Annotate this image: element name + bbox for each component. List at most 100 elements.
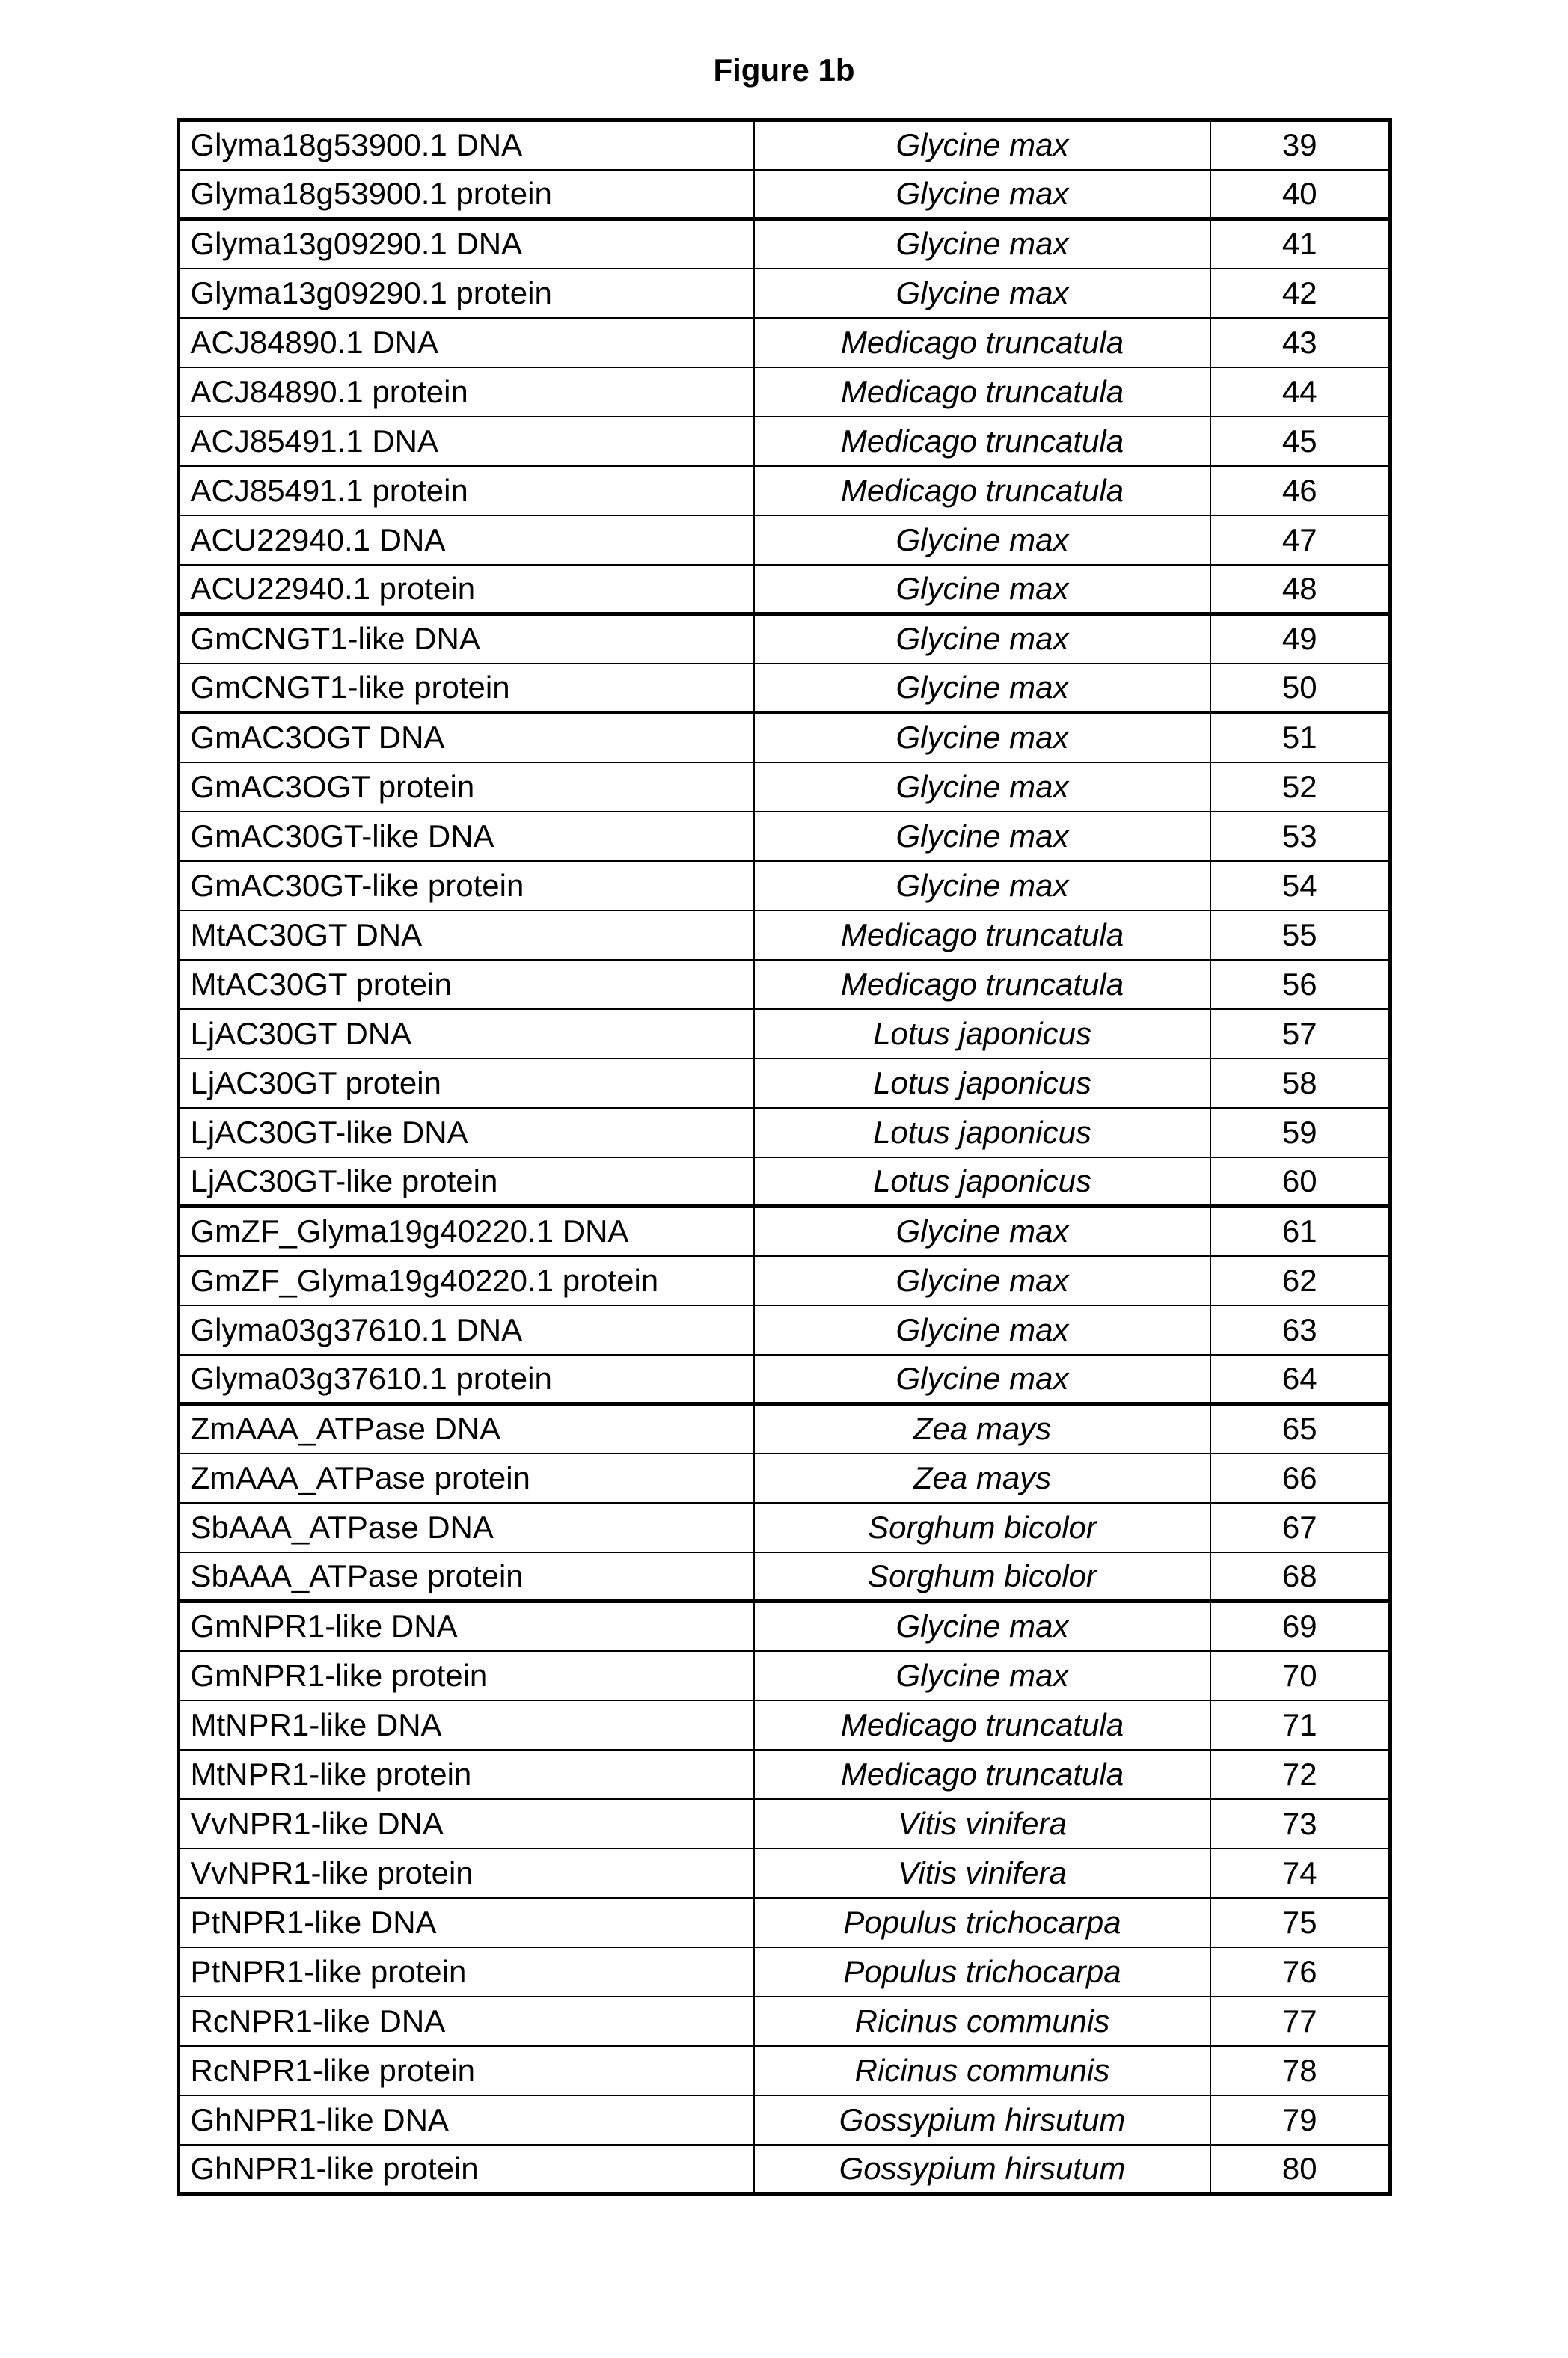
cell-species: Glycine max <box>754 614 1210 664</box>
cell-name: ACJ84890.1 protein <box>178 367 754 417</box>
table-row: SbAAA_ATPase DNASorghum bicolor67 <box>178 1503 1390 1552</box>
table-row: Glyma18g53900.1 DNAGlycine max39 <box>178 120 1390 170</box>
cell-number: 55 <box>1210 910 1390 960</box>
cell-species: Medicago truncatula <box>754 466 1210 515</box>
cell-name: GmNPR1-like protein <box>178 1651 754 1700</box>
cell-number: 44 <box>1210 367 1390 417</box>
cell-species: Ricinus communis <box>754 1997 1210 2046</box>
table-row: GmCNGT1-like DNAGlycine max49 <box>178 614 1390 664</box>
cell-number: 75 <box>1210 1898 1390 1947</box>
cell-species: Medicago truncatula <box>754 910 1210 960</box>
cell-number: 52 <box>1210 762 1390 812</box>
cell-number: 63 <box>1210 1305 1390 1355</box>
cell-species: Populus trichocarpa <box>754 1947 1210 1997</box>
table-row: Glyma03g37610.1 proteinGlycine max64 <box>178 1355 1390 1404</box>
table-row: ZmAAA_ATPase proteinZea mays66 <box>178 1454 1390 1503</box>
table-row: ACU22940.1 proteinGlycine max48 <box>178 565 1390 614</box>
cell-species: Ricinus communis <box>754 2046 1210 2095</box>
cell-species: Glycine max <box>754 1602 1210 1651</box>
table-row: MtAC30GT DNAMedicago truncatula55 <box>178 910 1390 960</box>
cell-species: Gossypium hirsutum <box>754 2095 1210 2145</box>
cell-species: Glycine max <box>754 269 1210 318</box>
table-row: ZmAAA_ATPase DNAZea mays65 <box>178 1404 1390 1454</box>
cell-name: ACU22940.1 protein <box>178 565 754 614</box>
cell-number: 76 <box>1210 1947 1390 1997</box>
cell-number: 70 <box>1210 1651 1390 1700</box>
cell-number: 73 <box>1210 1799 1390 1849</box>
cell-number: 66 <box>1210 1454 1390 1503</box>
table-row: LjAC30GT-like DNALotus japonicus59 <box>178 1108 1390 1157</box>
cell-name: VvNPR1-like protein <box>178 1849 754 1898</box>
cell-name: Glyma03g37610.1 DNA <box>178 1305 754 1355</box>
cell-species: Glycine max <box>754 861 1210 910</box>
cell-name: Glyma18g53900.1 DNA <box>178 120 754 170</box>
cell-name: LjAC30GT-like protein <box>178 1157 754 1207</box>
table-row: LjAC30GT proteinLotus japonicus58 <box>178 1059 1390 1108</box>
table-row: Glyma13g09290.1 proteinGlycine max42 <box>178 269 1390 318</box>
cell-species: Vitis vinifera <box>754 1799 1210 1849</box>
cell-species: Medicago truncatula <box>754 318 1210 367</box>
page: Figure 1b Glyma18g53900.1 DNAGlycine max… <box>0 0 1568 2358</box>
cell-number: 78 <box>1210 2046 1390 2095</box>
cell-number: 65 <box>1210 1404 1390 1454</box>
cell-number: 43 <box>1210 318 1390 367</box>
table-row: ACJ85491.1 DNAMedicago truncatula45 <box>178 417 1390 466</box>
table-row: ACJ84890.1 DNAMedicago truncatula43 <box>178 318 1390 367</box>
cell-species: Medicago truncatula <box>754 417 1210 466</box>
table-row: PtNPR1-like DNAPopulus trichocarpa75 <box>178 1898 1390 1947</box>
table-row: RcNPR1-like DNARicinus communis77 <box>178 1997 1390 2046</box>
cell-name: GhNPR1-like DNA <box>178 2095 754 2145</box>
table-row: GhNPR1-like DNAGossypium hirsutum79 <box>178 2095 1390 2145</box>
table-row: GmNPR1-like DNAGlycine max69 <box>178 1602 1390 1651</box>
cell-number: 62 <box>1210 1256 1390 1305</box>
table-row: RcNPR1-like proteinRicinus communis78 <box>178 2046 1390 2095</box>
cell-name: VvNPR1-like DNA <box>178 1799 754 1849</box>
cell-species: Medicago truncatula <box>754 1700 1210 1750</box>
cell-number: 56 <box>1210 960 1390 1009</box>
cell-species: Glycine max <box>754 1207 1210 1256</box>
cell-species: Lotus japonicus <box>754 1108 1210 1157</box>
cell-species: Glycine max <box>754 1305 1210 1355</box>
cell-name: ZmAAA_ATPase DNA <box>178 1404 754 1454</box>
table-row: VvNPR1-like proteinVitis vinifera74 <box>178 1849 1390 1898</box>
cell-species: Sorghum bicolor <box>754 1552 1210 1602</box>
cell-name: ACJ85491.1 DNA <box>178 417 754 466</box>
cell-name: LjAC30GT protein <box>178 1059 754 1108</box>
cell-name: MtNPR1-like DNA <box>178 1700 754 1750</box>
table-row: ACJ85491.1 proteinMedicago truncatula46 <box>178 466 1390 515</box>
cell-name: LjAC30GT DNA <box>178 1009 754 1059</box>
cell-name: Glyma13g09290.1 DNA <box>178 219 754 269</box>
cell-number: 48 <box>1210 565 1390 614</box>
cell-number: 68 <box>1210 1552 1390 1602</box>
cell-number: 64 <box>1210 1355 1390 1404</box>
cell-name: MtAC30GT protein <box>178 960 754 1009</box>
cell-name: Glyma13g09290.1 protein <box>178 269 754 318</box>
cell-name: GmAC3OGT DNA <box>178 713 754 762</box>
cell-number: 69 <box>1210 1602 1390 1651</box>
cell-name: ZmAAA_ATPase protein <box>178 1454 754 1503</box>
cell-name: SbAAA_ATPase protein <box>178 1552 754 1602</box>
cell-species: Medicago truncatula <box>754 1750 1210 1799</box>
cell-number: 59 <box>1210 1108 1390 1157</box>
cell-number: 54 <box>1210 861 1390 910</box>
figure-title: Figure 1b <box>0 52 1568 88</box>
cell-number: 74 <box>1210 1849 1390 1898</box>
cell-number: 47 <box>1210 515 1390 565</box>
cell-name: GmAC30GT-like protein <box>178 861 754 910</box>
table-row: GmCNGT1-like proteinGlycine max50 <box>178 664 1390 713</box>
cell-name: MtAC30GT DNA <box>178 910 754 960</box>
table-row: MtNPR1-like DNAMedicago truncatula71 <box>178 1700 1390 1750</box>
table-row: Glyma18g53900.1 proteinGlycine max40 <box>178 170 1390 219</box>
cell-species: Glycine max <box>754 812 1210 861</box>
cell-species: Glycine max <box>754 1256 1210 1305</box>
cell-name: GmZF_Glyma19g40220.1 protein <box>178 1256 754 1305</box>
cell-species: Glycine max <box>754 1355 1210 1404</box>
cell-name: ACU22940.1 DNA <box>178 515 754 565</box>
cell-name: GmZF_Glyma19g40220.1 DNA <box>178 1207 754 1256</box>
cell-number: 71 <box>1210 1700 1390 1750</box>
table-row: GmAC3OGT DNAGlycine max51 <box>178 713 1390 762</box>
cell-species: Glycine max <box>754 565 1210 614</box>
cell-species: Glycine max <box>754 219 1210 269</box>
table-row: MtAC30GT proteinMedicago truncatula56 <box>178 960 1390 1009</box>
table-row: VvNPR1-like DNAVitis vinifera73 <box>178 1799 1390 1849</box>
